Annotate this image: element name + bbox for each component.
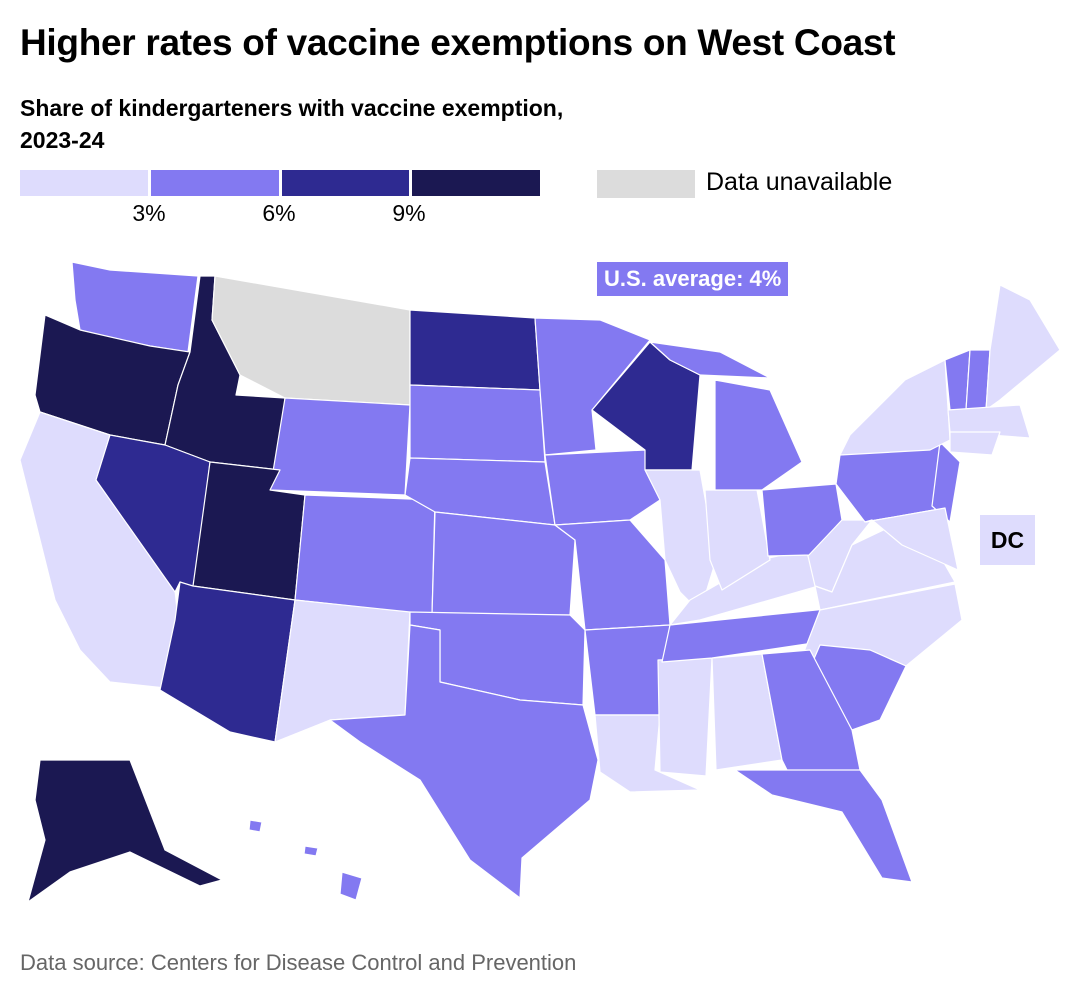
legend-tick: 6% [262, 200, 296, 226]
chart-subtitle: Share of kindergarteners with vaccine ex… [20, 95, 564, 153]
unavailable-label: Data unavailable [706, 168, 893, 196]
state-ma [947, 404, 1031, 439]
state-ny [839, 359, 951, 456]
source-note: Data source: Centers for Disease Control… [20, 950, 577, 975]
state-ar [584, 624, 671, 716]
state-tx [329, 624, 599, 899]
state-hi [303, 845, 319, 857]
dc-label: DC [980, 515, 1035, 565]
legend-bin-2 [281, 170, 410, 196]
color-legend [20, 170, 540, 196]
state-ia [544, 449, 661, 526]
chart-title: Higher rates of vaccine exemptions on We… [20, 22, 896, 63]
state-ct [949, 431, 1001, 456]
state-ms [657, 657, 713, 777]
state-az [159, 581, 296, 743]
legend-bin-0 [20, 170, 148, 196]
state-mn [534, 317, 651, 456]
state-mt [211, 275, 411, 406]
state-me [985, 284, 1061, 411]
legend-tick: 3% [132, 200, 166, 226]
state-nd [409, 309, 541, 391]
state-wy [269, 397, 411, 496]
state-hi [248, 819, 263, 833]
legend-bin-1 [150, 170, 279, 196]
legend-bin-3 [412, 170, 540, 196]
unavailable-swatch [597, 170, 695, 198]
legend-tick: 9% [392, 200, 426, 226]
state-mi [649, 341, 771, 379]
state-ks [431, 511, 576, 616]
state-hi [339, 871, 363, 901]
state-md [864, 507, 959, 571]
state-co [294, 494, 436, 616]
us-average-badge: U.S. average: 4% [597, 262, 789, 296]
state-ak [27, 759, 223, 903]
state-fl [734, 769, 913, 883]
state-sd [409, 384, 546, 463]
state-nj [931, 441, 961, 523]
state-mi [714, 379, 803, 491]
